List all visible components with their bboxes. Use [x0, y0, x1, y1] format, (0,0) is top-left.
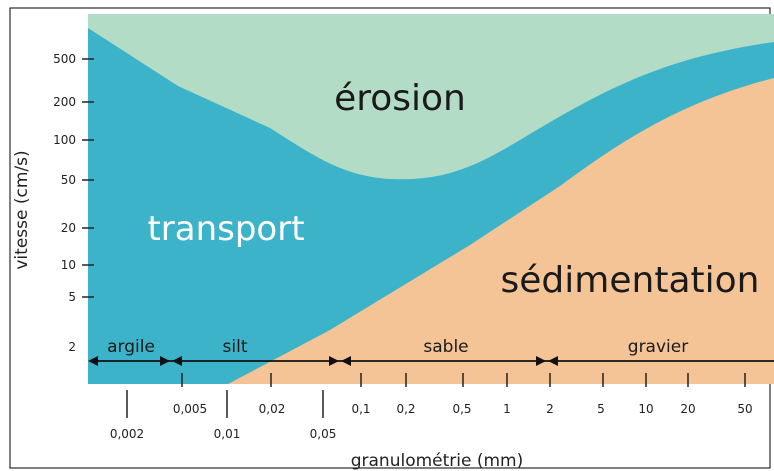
region-transport: transport	[147, 209, 304, 249]
y-label-100: 100	[53, 133, 76, 147]
x-label-005: 0,05	[310, 427, 337, 441]
x-label-1: 1	[503, 402, 511, 416]
y-axis-title: vitesse (cm/s)	[12, 150, 32, 269]
y-label-2: 2	[68, 340, 76, 354]
x-axis-title: granulométrie (mm)	[351, 451, 524, 471]
x-label-5: 5	[597, 402, 605, 416]
y-label-10: 10	[61, 258, 76, 272]
x-label-0005: 0,005	[173, 402, 207, 416]
class-sable: sable	[423, 337, 468, 357]
x-label-02: 0,2	[396, 402, 415, 416]
y-label-200: 200	[53, 95, 76, 109]
y-label-500: 500	[53, 52, 76, 66]
y-label-20: 20	[61, 221, 76, 235]
y-label-50: 50	[61, 173, 76, 187]
x-label-0002: 0,002	[110, 427, 144, 441]
class-silt: silt	[223, 337, 248, 357]
x-label-10: 10	[638, 402, 653, 416]
y-label-5: 5	[68, 290, 76, 304]
x-label-20: 20	[680, 402, 695, 416]
region-sedimentation: sédimentation	[501, 260, 760, 301]
region-erosion: érosion	[334, 78, 466, 119]
x-label-05: 0,5	[452, 402, 471, 416]
x-label-50: 50	[737, 402, 752, 416]
x-label-2: 2	[546, 402, 554, 416]
x-label-002: 0,02	[259, 402, 286, 416]
x-label-01: 0,1	[351, 402, 370, 416]
class-gravier: gravier	[628, 337, 688, 357]
class-argile: argile	[107, 337, 155, 357]
x-label-001: 0,01	[214, 427, 241, 441]
